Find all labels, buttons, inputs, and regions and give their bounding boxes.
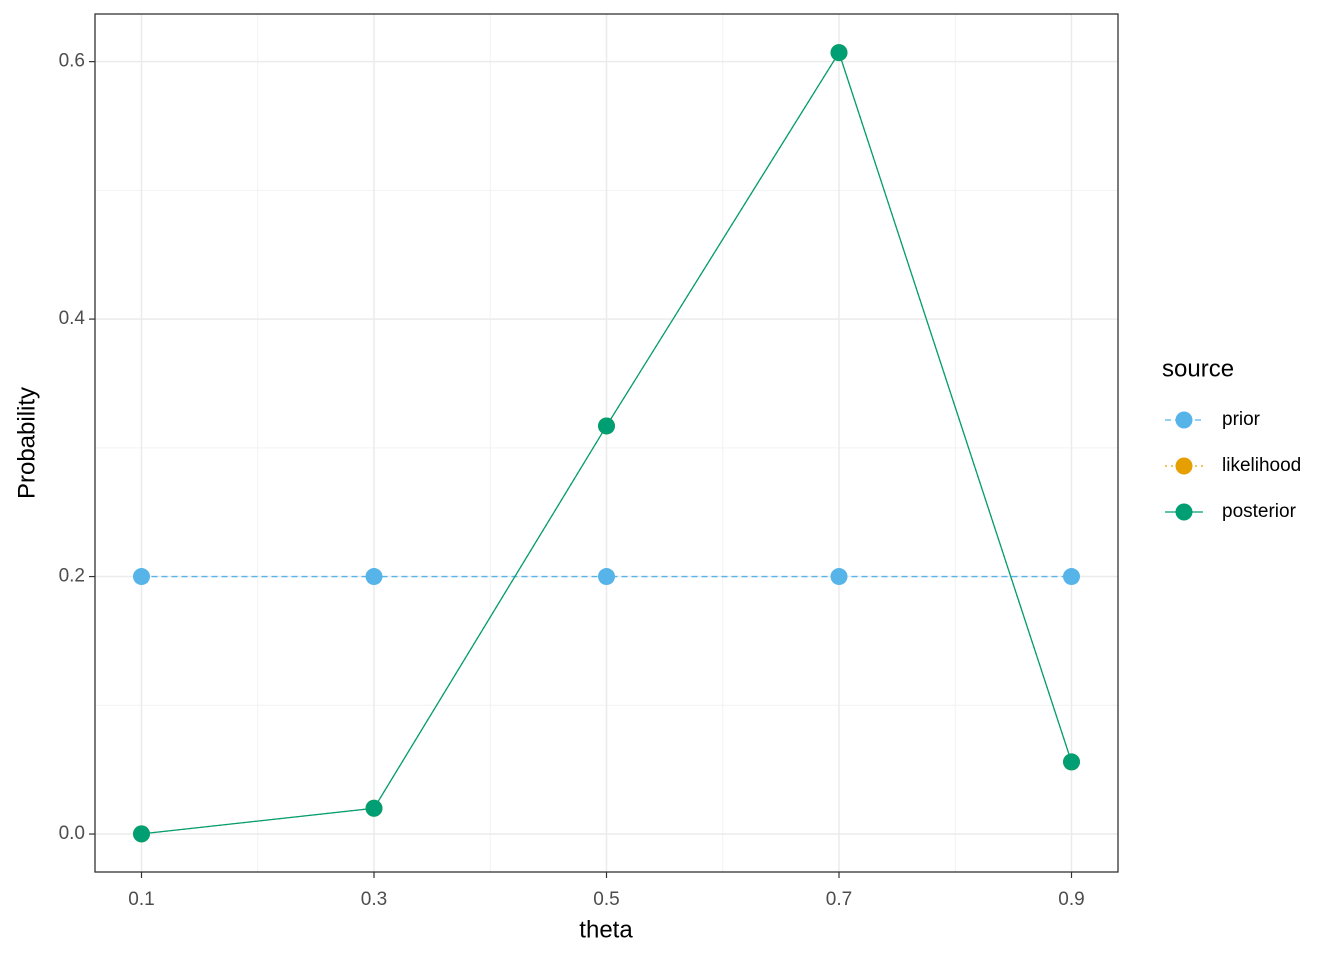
y-tick-label: 0.0 <box>59 823 85 844</box>
y-tick-label: 0.2 <box>59 566 85 587</box>
point <box>830 568 848 586</box>
point <box>133 568 150 586</box>
legend-label: likelihood <box>1222 455 1301 476</box>
x-tick-label: 0.3 <box>361 889 387 910</box>
x-axis-label: theta <box>579 916 633 943</box>
y-tick-label: 0.6 <box>59 51 85 72</box>
legend-marker <box>1175 457 1193 475</box>
legend-label: posterior <box>1222 501 1297 522</box>
point <box>1063 753 1080 771</box>
point <box>598 417 615 435</box>
x-tick-label: 0.9 <box>1058 889 1084 910</box>
legend-marker <box>1175 411 1193 429</box>
point <box>365 799 383 817</box>
x-tick-label: 0.7 <box>826 889 852 910</box>
point <box>598 568 615 586</box>
x-tick-label: 0.1 <box>128 889 154 910</box>
x-tick-label: 0.5 <box>593 889 619 910</box>
point <box>133 825 150 843</box>
legend-title: source <box>1162 355 1234 382</box>
legend-marker <box>1175 503 1193 521</box>
panel-border <box>94 13 1119 873</box>
point <box>830 44 848 62</box>
point <box>365 568 383 586</box>
y-tick-label: 0.4 <box>59 308 86 329</box>
point <box>1063 568 1080 586</box>
y-axis-label: Probability <box>13 387 40 499</box>
legend-label: prior <box>1222 409 1261 430</box>
